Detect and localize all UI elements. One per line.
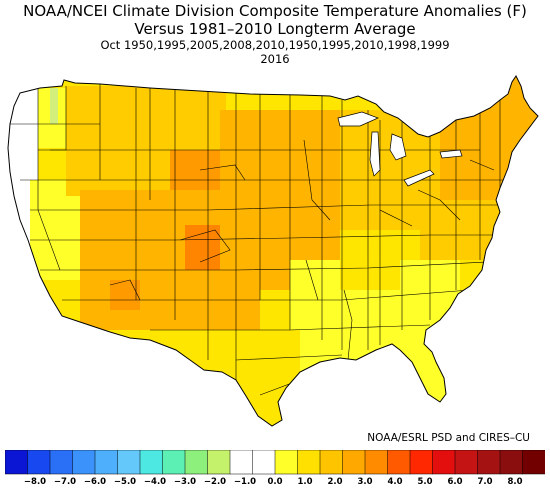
region-fill-northeast <box>440 76 538 216</box>
legend-swatch <box>274 450 299 475</box>
legend-swatch <box>5 450 29 475</box>
lake-huron <box>389 133 407 161</box>
lake-erie <box>403 169 435 187</box>
legend-tick-label: −7.0 <box>54 477 76 486</box>
great-lakes <box>337 111 463 187</box>
anomaly-fill-layer <box>8 76 538 426</box>
legend-tick-label: 0.0 <box>267 477 282 486</box>
legend-tick-label: −3.0 <box>174 477 196 486</box>
legend-tick-label: 8.0 <box>507 477 522 486</box>
region-fill-wyoming <box>170 150 220 190</box>
legend-swatch <box>319 450 344 475</box>
legend-swatch <box>49 450 74 475</box>
legend-swatch <box>184 450 209 475</box>
legend-swatch <box>342 450 366 475</box>
legend-swatches <box>5 450 545 475</box>
legend-swatch <box>139 450 164 475</box>
legend-swatch <box>499 450 524 475</box>
lake-michigan <box>369 131 381 177</box>
composite-year-2016: 2016 <box>260 52 290 66</box>
legend-swatch <box>387 450 411 475</box>
legend-tick-label: 4.0 <box>387 477 402 486</box>
map-subtitle: Versus 1981–2010 Longterm Average <box>134 20 416 38</box>
legend-swatch <box>454 450 479 475</box>
legend-swatch <box>27 450 51 475</box>
legend-swatch <box>117 450 141 475</box>
map-title: NOAA/NCEI Climate Division Composite Tem… <box>23 2 527 20</box>
legend-tick-label: 6.0 <box>447 477 462 486</box>
us-outline <box>7 75 539 427</box>
data-credit: NOAA/ESRL PSD and CIRES–CU <box>367 432 530 444</box>
region-fill-arizona <box>110 280 140 310</box>
region-fill-mid-atlantic <box>420 200 510 260</box>
lake-superior <box>337 111 379 127</box>
color-scale-legend: −8.0 −7.0 −6.0 −5.0 −4.0 −3.0 −2.0 −1.0 0.0 1.0 2.… <box>5 450 545 486</box>
legend-tick-label: −4.0 <box>144 477 166 486</box>
legend-swatch <box>207 450 231 475</box>
legend-tick-label: −2.0 <box>204 477 226 486</box>
legend-swatch <box>522 450 545 475</box>
lake-ontario <box>439 149 463 159</box>
legend-swatch <box>72 450 96 475</box>
legend-ticks: −8.0 −7.0 −6.0 −5.0 −4.0 −3.0 −2.0 −1.0 0.0 1.0 2.… <box>24 477 523 486</box>
region-fill-tennessee <box>340 250 400 290</box>
legend-swatch <box>477 450 501 475</box>
legend-swatch <box>409 450 434 475</box>
legend-swatch <box>229 450 254 475</box>
legend-tick-label: 3.0 <box>357 477 372 486</box>
region-fill-cascades <box>50 88 58 124</box>
legend-swatch <box>364 450 389 475</box>
legend-swatch <box>297 450 321 475</box>
legend-tick-label: −5.0 <box>114 477 136 486</box>
legend-tick-label: −8.0 <box>24 477 46 486</box>
legend-tick-label: 1.0 <box>297 477 312 486</box>
us-temperature-anomaly-map <box>7 75 539 427</box>
legend-swatch <box>162 450 186 475</box>
legend-swatch <box>94 450 119 475</box>
climate-division-boundaries <box>10 84 520 396</box>
composite-years: Oct 1950,1995,2005,2008,2010,1950,1995,2… <box>100 38 450 52</box>
legend-swatch <box>252 450 276 475</box>
legend-tick-label: 7.0 <box>477 477 492 486</box>
legend-tick-label: 5.0 <box>417 477 432 486</box>
legend-tick-label: −1.0 <box>234 477 256 486</box>
legend-tick-label: 2.0 <box>327 477 342 486</box>
legend-tick-label: −6.0 <box>84 477 106 486</box>
region-fill-south-texas <box>240 330 300 426</box>
legend-swatch <box>432 450 456 475</box>
